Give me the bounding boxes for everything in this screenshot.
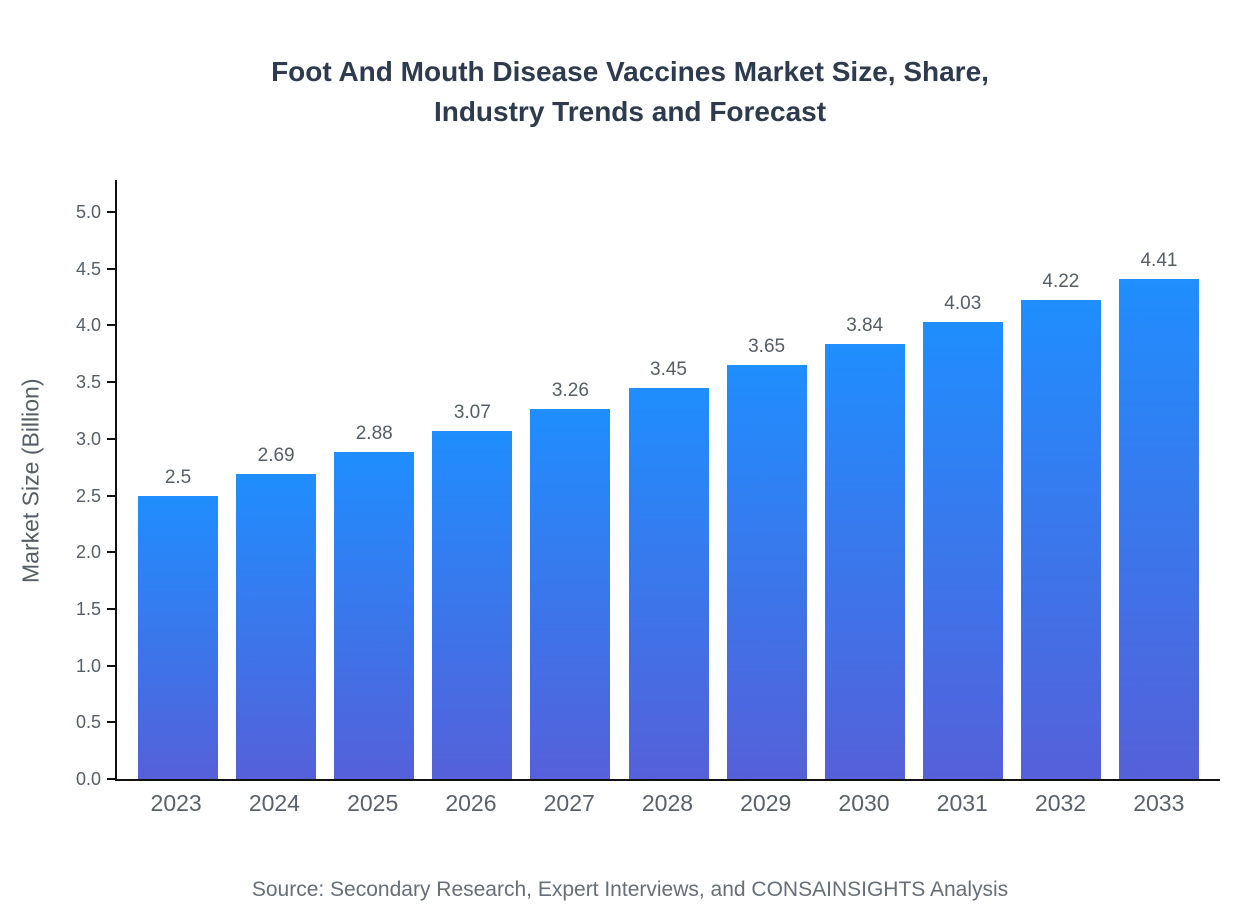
bar-value-label: 4.22 bbox=[1042, 271, 1080, 293]
y-tick-label: 1.5 bbox=[75, 598, 101, 619]
bar-stack: 2.5 bbox=[138, 180, 219, 779]
y-tick-label: 3.0 bbox=[75, 428, 101, 449]
bar-value-label: 3.65 bbox=[748, 336, 786, 358]
bar-slot: 3.26 bbox=[521, 180, 619, 779]
bar-stack: 4.03 bbox=[922, 180, 1003, 779]
bar-stack: 4.41 bbox=[1118, 180, 1199, 779]
y-tick-label: 0.0 bbox=[75, 769, 101, 789]
x-tick-label: 2026 bbox=[445, 790, 497, 816]
bar-value-label: 4.41 bbox=[1140, 249, 1178, 271]
x-tick-label: 2024 bbox=[248, 790, 300, 816]
y-tick-label: 5.0 bbox=[75, 202, 101, 223]
bar-value-label: 3.84 bbox=[846, 314, 884, 336]
bar-slot: 3.84 bbox=[816, 180, 914, 779]
bar-2023 bbox=[138, 495, 219, 779]
bar-slot: 3.45 bbox=[619, 180, 717, 779]
y-tick-mark bbox=[107, 211, 115, 214]
bar-stack: 3.26 bbox=[530, 180, 611, 779]
bar-slot: 3.07 bbox=[423, 180, 521, 779]
bar-value-label: 2.88 bbox=[355, 423, 393, 445]
bar-2033 bbox=[1118, 278, 1199, 779]
y-tick-mark bbox=[107, 664, 115, 667]
bar-value-label: 3.26 bbox=[551, 380, 589, 402]
y-tick-label: 1.0 bbox=[75, 655, 101, 676]
bar-stack: 3.84 bbox=[824, 180, 905, 779]
bar-stack: 3.07 bbox=[432, 180, 513, 779]
plot-area: 0.0 0.5 1.0 1.5 2.0 2.5 3.0 3.5 4.0 4.5 5.0 2.5 2.6… bbox=[76, 180, 1220, 789]
bar-slot: 2.5 bbox=[129, 180, 227, 779]
bar-2029 bbox=[726, 365, 807, 779]
source-note: Source: Secondary Research, Expert Inter… bbox=[251, 878, 1009, 901]
bar-slot: 4.03 bbox=[914, 180, 1012, 779]
bar-value-label: 4.03 bbox=[944, 293, 982, 315]
x-tick-label: 2031 bbox=[936, 790, 988, 816]
bar-2030 bbox=[824, 343, 905, 779]
y-tick-label: 4.0 bbox=[75, 315, 101, 336]
y-axis-title: Market Size (Billion) bbox=[17, 378, 44, 583]
y-tick-label: 2.0 bbox=[75, 542, 101, 563]
y-tick-mark bbox=[107, 551, 115, 554]
bar-2025 bbox=[334, 452, 415, 779]
bar-stack: 4.22 bbox=[1020, 180, 1101, 779]
bar-2031 bbox=[922, 322, 1003, 779]
bar-value-label: 2.69 bbox=[257, 444, 295, 466]
y-tick-mark bbox=[107, 494, 115, 497]
y-tick-mark bbox=[107, 267, 115, 270]
bar-slot: 4.22 bbox=[1012, 180, 1110, 779]
bar-slot: 3.65 bbox=[718, 180, 816, 779]
y-tick-mark bbox=[107, 721, 115, 724]
y-tick-label: 3.5 bbox=[75, 372, 101, 393]
bar-value-label: 3.45 bbox=[650, 358, 687, 380]
y-tick-mark bbox=[107, 381, 115, 384]
y-tick-label: 2.5 bbox=[75, 485, 101, 506]
bar-2027 bbox=[530, 409, 611, 779]
x-axis-labels: 2023 2024 2025 2026 2027 2028 2029 2030 2031 2032… bbox=[115, 790, 1220, 817]
y-tick-mark bbox=[107, 437, 115, 440]
x-tick-label: 2023 bbox=[150, 790, 202, 816]
chart-title-line2: Industry Trends and Forecast bbox=[433, 96, 827, 127]
y-tick-mark bbox=[107, 324, 115, 327]
bar-2024 bbox=[236, 473, 317, 779]
y-tick-label: 0.5 bbox=[75, 712, 101, 733]
bar-stack: 2.88 bbox=[334, 180, 415, 779]
x-tick-label: 2028 bbox=[641, 790, 694, 816]
x-tick-label: 2032 bbox=[1034, 790, 1087, 816]
y-tick-label: 4.5 bbox=[75, 258, 101, 279]
bar-slot: 2.88 bbox=[325, 180, 423, 779]
bar-value-label: 3.07 bbox=[453, 401, 491, 423]
x-tick-label: 2029 bbox=[740, 790, 792, 816]
y-tick-mark bbox=[107, 778, 115, 780]
bar-2032 bbox=[1020, 300, 1101, 779]
bar-stack: 2.69 bbox=[236, 180, 317, 779]
bar-value-label: 2.5 bbox=[164, 466, 192, 488]
bars-container: 2.5 2.69 2.88 3.07 3.26 3.45 3.65 3.84 4.03 4.22 4… bbox=[117, 180, 1220, 779]
bar-2028 bbox=[628, 387, 709, 779]
bar-stack: 3.45 bbox=[628, 180, 709, 779]
y-tick-mark bbox=[107, 607, 115, 610]
bar-2026 bbox=[432, 430, 513, 779]
chart-title-line1: Foot And Mouth Disease Vaccines Market S… bbox=[271, 56, 989, 87]
x-tick-label: 2025 bbox=[347, 790, 399, 816]
x-tick-label: 2027 bbox=[543, 790, 595, 816]
bar-stack: 3.65 bbox=[726, 180, 807, 779]
chart-title: Foot And Mouth Disease Vaccines Market S… bbox=[0, 52, 1260, 132]
x-tick-label: 2030 bbox=[838, 790, 890, 816]
x-tick-label: 2033 bbox=[1133, 790, 1185, 816]
bar-slot: 4.41 bbox=[1110, 180, 1208, 779]
bar-slot: 2.69 bbox=[227, 180, 325, 779]
